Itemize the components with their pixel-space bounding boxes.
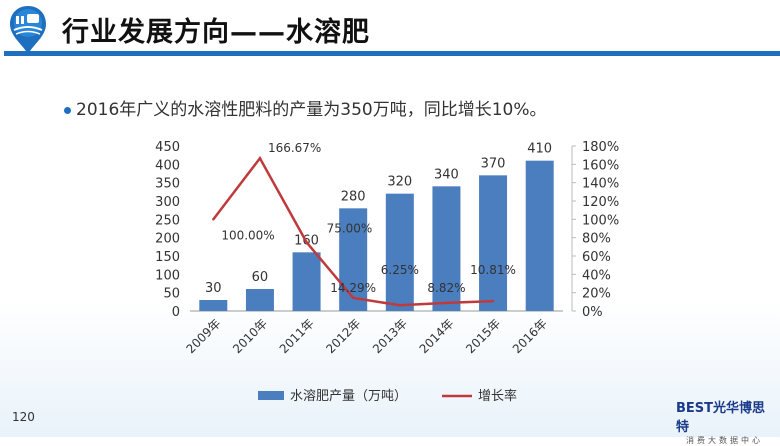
left-tick-label: 250	[155, 213, 180, 228]
line-data-label: 75.00%	[327, 221, 373, 235]
bar-data-label: 410	[527, 142, 552, 157]
x-tick-label: 2013年	[370, 316, 410, 356]
right-tick-label: 140%	[582, 177, 619, 192]
page-number: 120	[12, 410, 35, 424]
left-tick-label: 450	[155, 140, 180, 155]
x-tick-label: 2016年	[510, 316, 550, 356]
right-tick-label: 0%	[582, 305, 603, 320]
legend-line-label: 增长率	[478, 388, 517, 404]
legend-bar-swatch	[258, 391, 284, 400]
growth-rate-point	[398, 304, 402, 307]
right-tick-label: 120%	[582, 195, 619, 210]
right-tick-label: 40%	[582, 268, 611, 283]
right-tick-label: 20%	[582, 287, 611, 302]
left-tick-label: 200	[155, 232, 180, 247]
x-tick-label: 2014年	[417, 316, 457, 356]
bar-data-label: 340	[434, 167, 459, 182]
combo-chart: 0 50 100 150 200 250 300 350 400 450 0% 20% 40% 60% 8…	[155, 140, 619, 404]
right-tick-label: 160%	[582, 158, 619, 173]
left-tick-label: 350	[155, 177, 180, 192]
line-data-label: 8.82%	[427, 281, 465, 295]
bar	[525, 160, 554, 311]
growth-rate-point	[212, 218, 215, 221]
legend-bar-label: 水溶肥产量（万吨）	[290, 389, 407, 404]
x-tick-label: 2009年	[183, 316, 223, 356]
bullet-dot-icon	[64, 106, 71, 114]
growth-rate-point	[351, 296, 355, 300]
left-tick-label: 400	[155, 158, 180, 173]
logo-pin-icon	[10, 6, 46, 54]
growth-rate-point	[305, 241, 308, 244]
growth-rate-point	[491, 299, 495, 303]
bar	[245, 289, 274, 311]
bar	[199, 300, 228, 311]
title-underline	[4, 51, 780, 56]
line-data-label: 10.81%	[470, 263, 516, 277]
bar	[385, 193, 414, 311]
bar	[339, 208, 368, 311]
x-tick-label: 2010年	[230, 316, 270, 356]
brand-name: BEST光华博思特	[676, 401, 766, 435]
bar	[432, 186, 461, 311]
line-data-label: 14.29%	[330, 281, 376, 295]
right-tick-label: 80%	[582, 232, 611, 247]
x-tick-label: 2012年	[323, 316, 363, 356]
bar-data-label: 60	[252, 270, 269, 285]
x-tick-label: 2015年	[463, 316, 503, 356]
left-tick-label: 0	[172, 305, 180, 320]
slide-title: 行业发展方向——水溶肥	[62, 17, 370, 48]
left-tick-label: 150	[155, 250, 180, 265]
x-tick-label: 2011年	[277, 316, 317, 356]
growth-rate-point	[445, 301, 448, 305]
bullet-point: 2016年广义的水溶性肥料的产量为350万吨，同比增长10%。	[64, 95, 547, 120]
line-data-label: 6.25%	[381, 263, 419, 277]
growth-rate-point	[258, 157, 262, 160]
right-tick-label: 100%	[582, 213, 619, 228]
line-data-label: 100.00%	[221, 228, 274, 242]
bar	[292, 252, 321, 311]
left-tick-label: 50	[163, 287, 180, 302]
bullet-text: 2016年广义的水溶性肥料的产量为350万吨，同比增长10%。	[76, 100, 547, 120]
bar-data-label: 320	[387, 175, 412, 190]
background-watermark	[0, 300, 780, 437]
bar-data-label: 280	[341, 189, 366, 204]
bar-data-label: 370	[481, 156, 506, 171]
left-tick-label: 300	[155, 195, 180, 210]
brand-logo: BEST光华博思特 消费大数据中心	[676, 397, 776, 446]
bar	[479, 175, 508, 311]
right-tick-label: 60%	[582, 250, 611, 265]
right-tick-label: 180%	[582, 140, 619, 155]
line-data-label: 166.67%	[268, 141, 321, 155]
left-tick-label: 100	[155, 268, 180, 283]
bar-data-label: 30	[205, 281, 222, 296]
